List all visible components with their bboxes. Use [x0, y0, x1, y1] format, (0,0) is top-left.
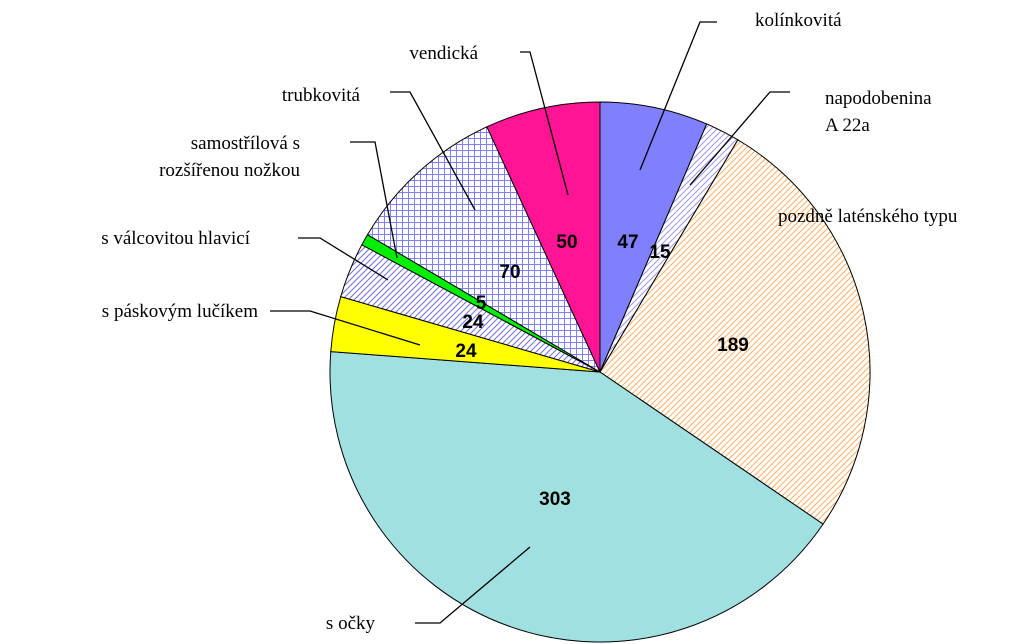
data-label: 50 [556, 232, 577, 253]
leader-line [270, 310, 421, 346]
leader-line [390, 91, 476, 211]
pie-slice [329, 351, 824, 643]
leader-line [520, 51, 569, 196]
pie-slice [366, 126, 602, 374]
pie-slice [599, 139, 871, 525]
pie-slice [599, 101, 708, 373]
leader-line [689, 91, 790, 186]
leader-line [639, 21, 717, 171]
category-label: s válcovitou hlavicí [101, 228, 251, 249]
category-label: trubkovitá [282, 85, 361, 106]
pie-slice [486, 101, 601, 373]
category-label: kolínkovitá [755, 10, 842, 31]
data-label: 15 [649, 242, 671, 263]
data-label: 47 [617, 232, 638, 253]
category-label: s očky [326, 613, 376, 634]
leader-line [350, 141, 398, 259]
category-label: s páskovým lučíkem [102, 301, 258, 322]
category-label: vendická [409, 43, 478, 64]
category-label: samostřílová s rozšířenou nožkou [159, 133, 300, 181]
data-label: 189 [717, 335, 749, 356]
data-label: 24 [455, 341, 477, 362]
leader-line [415, 546, 531, 624]
data-label: 303 [539, 489, 571, 510]
category-label: napodobenina A 22a [825, 88, 932, 136]
data-label: 24 [462, 312, 484, 333]
data-label: 70 [499, 262, 520, 283]
data-label: 5 [476, 293, 487, 314]
category-label: pozdně laténského typu [778, 206, 958, 227]
leader-line [298, 237, 389, 281]
